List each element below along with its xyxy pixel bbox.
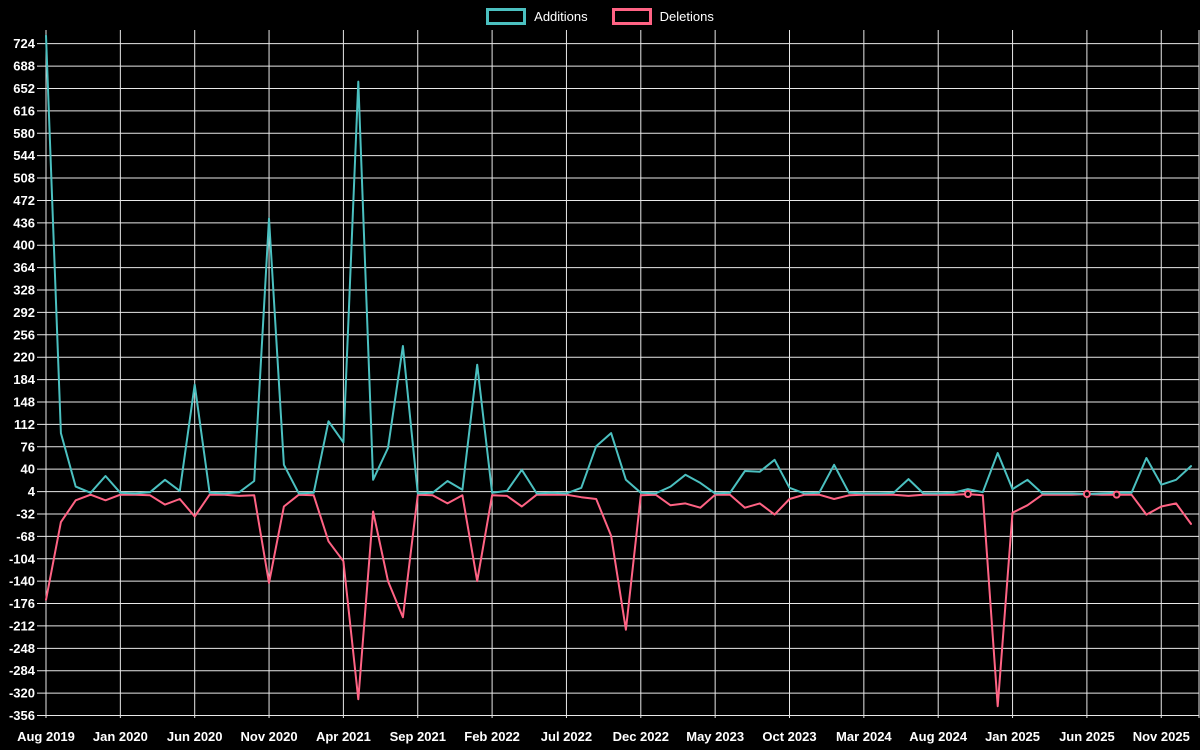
svg-text:688: 688	[13, 59, 35, 74]
series-line-deletions	[45, 493, 1192, 708]
svg-text:Sep 2021: Sep 2021	[390, 729, 446, 744]
svg-text:-284: -284	[9, 663, 36, 678]
svg-text:-68: -68	[16, 529, 35, 544]
deletions-swatch-icon	[611, 8, 652, 25]
svg-text:-248: -248	[9, 641, 35, 656]
svg-text:40: 40	[21, 462, 35, 477]
svg-text:Oct 2023: Oct 2023	[762, 729, 816, 744]
additions-swatch-icon	[486, 8, 527, 25]
svg-text:-176: -176	[9, 596, 35, 611]
svg-text:76: 76	[21, 439, 35, 454]
legend-label-deletions: Deletions	[659, 9, 714, 24]
svg-text:Jul 2022: Jul 2022	[541, 729, 592, 744]
svg-text:Jun 2020: Jun 2020	[167, 729, 223, 744]
svg-text:436: 436	[13, 215, 35, 230]
svg-text:-320: -320	[9, 686, 35, 701]
zero-point-marker	[1112, 490, 1121, 499]
svg-text:Aug 2024: Aug 2024	[909, 729, 968, 744]
zero-point-marker	[963, 490, 972, 499]
svg-text:616: 616	[13, 103, 35, 118]
svg-text:-212: -212	[9, 618, 35, 633]
svg-text:Jan 2025: Jan 2025	[985, 729, 1040, 744]
svg-text:580: 580	[13, 126, 35, 141]
svg-text:-356: -356	[9, 708, 35, 723]
svg-text:148: 148	[13, 394, 35, 409]
svg-text:724: 724	[13, 36, 35, 51]
svg-text:Jun 2025: Jun 2025	[1059, 729, 1115, 744]
svg-text:Mar 2024: Mar 2024	[836, 729, 892, 744]
svg-text:364: 364	[13, 260, 35, 275]
legend-item-deletions[interactable]: Deletions	[611, 8, 714, 25]
chart-legend: Additions Deletions	[0, 8, 1200, 25]
svg-text:Nov 2020: Nov 2020	[241, 729, 298, 744]
svg-text:184: 184	[13, 372, 35, 387]
svg-text:328: 328	[13, 283, 35, 298]
svg-text:Jan 2020: Jan 2020	[93, 729, 148, 744]
svg-text:Feb 2022: Feb 2022	[464, 729, 520, 744]
svg-text:Nov 2025: Nov 2025	[1133, 729, 1190, 744]
grid	[37, 30, 1200, 718]
svg-text:-104: -104	[9, 551, 36, 566]
svg-text:Apr 2021: Apr 2021	[316, 729, 371, 744]
legend-label-additions: Additions	[534, 9, 588, 24]
svg-text:Dec 2022: Dec 2022	[613, 729, 669, 744]
svg-text:508: 508	[13, 171, 35, 186]
svg-text:292: 292	[13, 305, 35, 320]
svg-text:-32: -32	[16, 506, 35, 521]
svg-text:220: 220	[13, 350, 35, 365]
svg-text:112: 112	[14, 417, 35, 432]
svg-text:4: 4	[28, 484, 36, 499]
svg-text:May 2023: May 2023	[686, 729, 744, 744]
svg-text:400: 400	[13, 238, 35, 253]
svg-text:652: 652	[13, 81, 35, 96]
svg-text:472: 472	[13, 193, 35, 208]
legend-item-additions[interactable]: Additions	[486, 8, 588, 25]
svg-text:544: 544	[13, 148, 35, 163]
x-axis-labels: Aug 2019 Jan 2020 Jun 2020 Nov 2020 Apr 2021…	[17, 729, 1190, 744]
svg-text:256: 256	[13, 327, 35, 342]
svg-text:-140: -140	[9, 574, 35, 589]
y-axis-labels: 724 688 652 616 580 544 508 472 436 400 364 328 292 2…	[9, 36, 36, 723]
zero-point-marker	[1082, 490, 1091, 499]
svg-text:Aug 2019: Aug 2019	[17, 729, 75, 744]
series-line-additions	[45, 34, 1192, 496]
